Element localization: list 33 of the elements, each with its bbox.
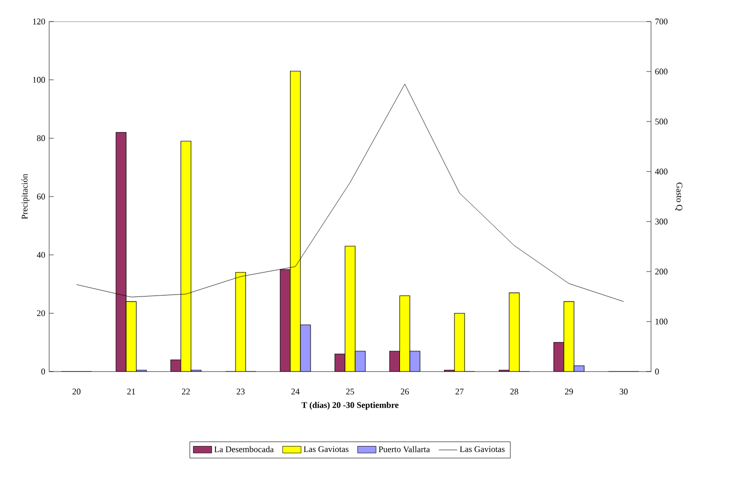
y2-axis-title: Gasto Q <box>675 182 682 211</box>
x-tick-label: 28 <box>510 388 518 394</box>
y-tick-label: 100 <box>33 76 45 83</box>
y-tick-label: 40 <box>36 252 45 258</box>
y-tick-label: 0 <box>41 368 45 374</box>
x-tick-label: 20 <box>72 388 80 394</box>
legend-label: Las Gaviotas <box>304 446 348 452</box>
legend-label: Las Gaviotas <box>460 446 505 452</box>
y-tick-label: 60 <box>37 194 45 200</box>
y2-tick-label: 700 <box>655 18 668 24</box>
y2-tick-label: 0 <box>655 368 659 374</box>
x-tick-label: 22 <box>182 388 190 394</box>
x-tick-label: 23 <box>236 388 245 394</box>
x-tick-label: 26 <box>400 388 409 394</box>
y2-tick-label: 400 <box>655 168 668 174</box>
x-tick-label: 25 <box>346 388 354 394</box>
x-tick-label: 27 <box>456 388 464 394</box>
x-tick-label: 24 <box>291 388 300 394</box>
y-axis-title: Precipitación <box>21 174 30 219</box>
y-tick-label: 80 <box>37 135 45 142</box>
legend-label: Puerto Vallarta <box>378 446 430 452</box>
y2-tick-label: 300 <box>655 218 668 224</box>
x-tick-label: 29 <box>565 388 573 394</box>
x-axis-title: T (días) 20 -30 Septiembre <box>302 402 398 410</box>
y-tick-label: 120 <box>33 18 45 24</box>
legend-label: La Desembocada <box>214 446 274 452</box>
y2-tick-label: 500 <box>655 118 668 124</box>
y2-tick-label: 100 <box>656 318 668 324</box>
y2-tick-label: 600 <box>655 68 668 74</box>
y2-tick-label: 200 <box>655 268 668 274</box>
y-tick-label: 20 <box>37 310 45 316</box>
x-tick-label: 21 <box>127 388 135 394</box>
x-tick-label: 30 <box>620 388 628 394</box>
